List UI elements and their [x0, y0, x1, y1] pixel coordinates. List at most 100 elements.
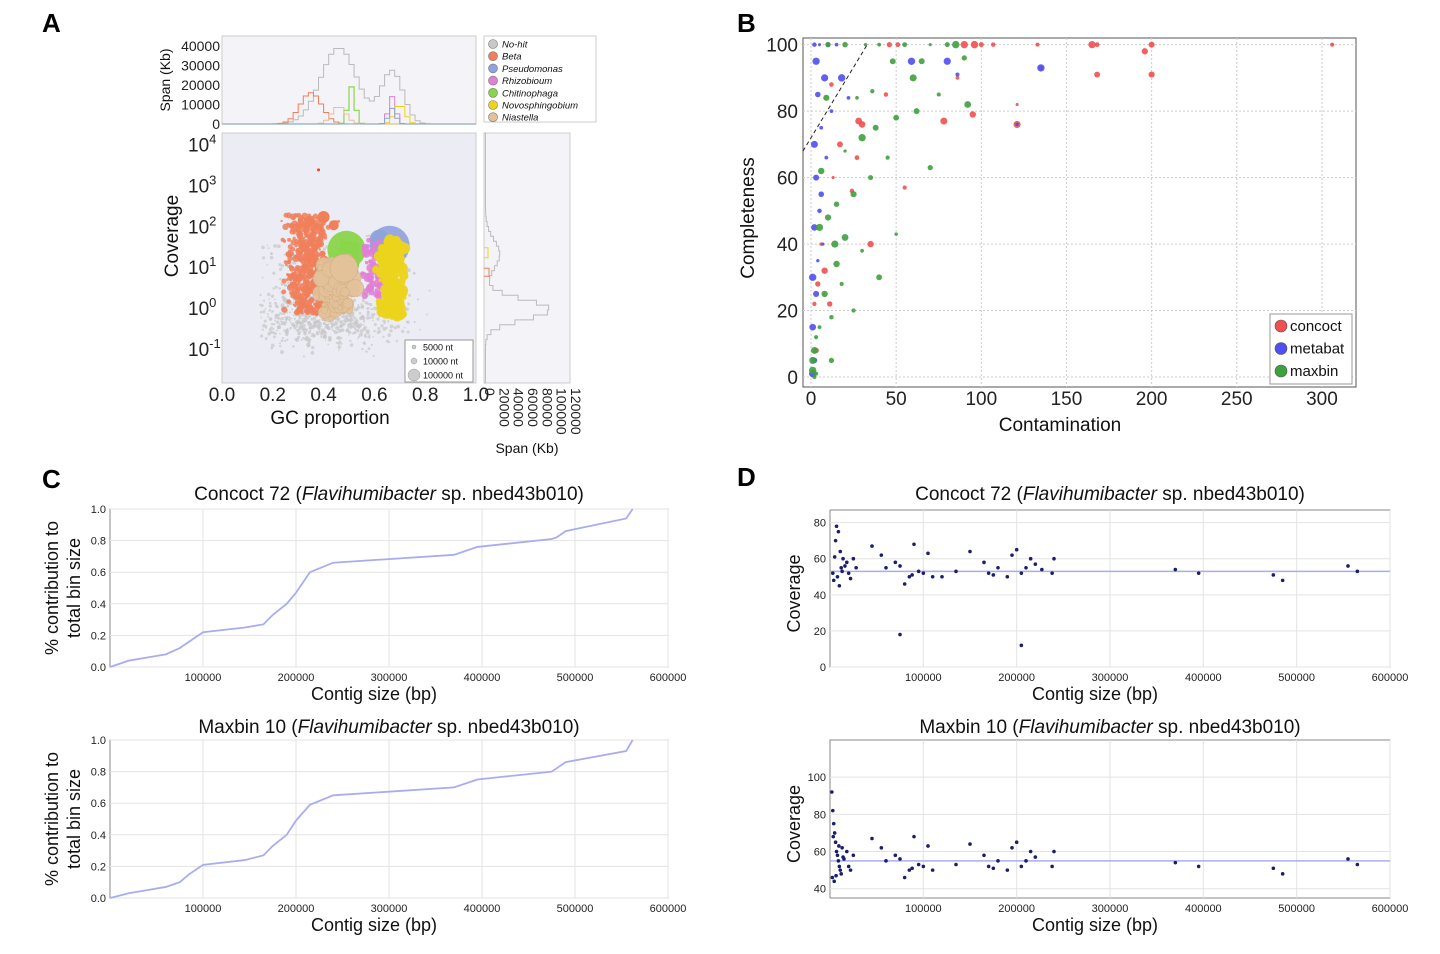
point-maxbin: [824, 214, 832, 221]
point-rhizobioum: [375, 291, 382, 298]
ylabel: Coverage: [784, 554, 804, 632]
point-beta: [317, 168, 321, 172]
point-novosphingobium: [375, 298, 382, 305]
point-metabat: [837, 74, 846, 82]
point-no-hit: [270, 294, 275, 298]
point-no-hit: [285, 330, 289, 333]
title-part: Flavihumibacter: [1019, 717, 1154, 738]
point-beta: [297, 305, 301, 309]
point-no-hit: [296, 335, 301, 339]
point-maxbin: [944, 42, 950, 48]
point-no-hit: [269, 318, 272, 321]
contig-point: [870, 836, 874, 841]
point-no-hit: [370, 313, 374, 317]
point-niastella: [340, 287, 350, 297]
point-no-hit: [395, 340, 398, 343]
point-maxbin: [863, 43, 868, 47]
contig-point: [836, 859, 841, 863]
contig-point: [1050, 571, 1054, 575]
point-metabat: [1015, 122, 1019, 127]
contig-point: [1028, 849, 1033, 854]
contig-point: [843, 564, 847, 568]
plot-frame-b: [802, 37, 1357, 388]
point-no-hit: [352, 323, 355, 326]
point-no-hit: [272, 271, 276, 275]
point-metabat: [818, 191, 825, 198]
title-part: Maxbin 10 (: [198, 717, 298, 738]
grid-b: [803, 38, 1356, 387]
point-rhizobioum: [365, 285, 373, 293]
top-hist-y-tick: 40000: [181, 38, 220, 54]
point-beta: [306, 222, 309, 225]
point-maxbin: [868, 175, 874, 181]
point-no-hit: [283, 253, 286, 256]
point-novosphingobium: [387, 313, 391, 317]
contig-point: [907, 574, 912, 579]
point-rhizobioum: [364, 260, 369, 265]
point-beta: [283, 212, 289, 218]
point-no-hit: [298, 316, 302, 320]
point-no-hit: [260, 334, 264, 338]
point-no-hit: [349, 318, 353, 322]
point-no-hit: [286, 305, 289, 308]
point-no-hit: [370, 343, 373, 346]
point-novosphingobium: [383, 237, 393, 247]
point-no-hit: [302, 355, 306, 358]
point-no-hit: [366, 302, 370, 306]
contig-point: [848, 868, 853, 872]
contig-point: [832, 879, 836, 884]
title-part: Concoct 72 (: [194, 484, 302, 505]
contig-point: [1019, 643, 1024, 648]
contig-point: [1280, 578, 1285, 583]
point-no-hit: [358, 332, 363, 337]
point-no-hit: [312, 335, 315, 338]
point-beta: [280, 237, 285, 242]
point-no-hit: [295, 340, 298, 342]
point-maxbin: [831, 240, 839, 248]
point-beta: [307, 238, 311, 243]
point-no-hit: [281, 337, 285, 340]
contig-point: [834, 524, 839, 529]
side-hist-x-tick: 80000: [539, 388, 555, 427]
point-no-hit: [268, 298, 271, 300]
contig-point: [1005, 574, 1010, 579]
point-beta: [296, 230, 304, 238]
point-beta: [294, 304, 297, 308]
point-no-hit: [340, 328, 343, 331]
legend-label: Niastella: [502, 113, 538, 124]
point-no-hit: [331, 320, 334, 323]
point-beta: [286, 299, 291, 304]
point-beta: [298, 245, 303, 250]
hist-no-hit: [484, 132, 550, 384]
point-beta: [303, 217, 307, 221]
point-no-hit: [366, 329, 370, 333]
point-beta: [287, 237, 292, 242]
point-no-hit: [367, 234, 371, 237]
point-concoct: [1330, 42, 1335, 47]
y-tick: 0.6: [91, 567, 106, 579]
tick-base: 10: [188, 217, 209, 238]
point-concoct: [883, 92, 889, 97]
point-no-hit: [298, 326, 303, 331]
contig-point: [930, 868, 935, 872]
x-tick: 100000: [185, 903, 222, 915]
point-beta: [302, 306, 305, 309]
point-concoct: [960, 40, 968, 49]
contig-point: [1014, 547, 1019, 552]
point-no-hit: [301, 318, 306, 322]
point-concoct: [970, 40, 979, 49]
point-no-hit: [264, 326, 268, 329]
contig-point: [870, 544, 874, 548]
point-no-hit: [304, 328, 308, 332]
point-no-hit: [293, 317, 296, 320]
contig-point: [910, 573, 914, 577]
y-tick: 0.6: [91, 798, 106, 810]
point-no-hit: [337, 345, 342, 350]
point-no-hit: [312, 324, 316, 328]
contig-point: [982, 560, 986, 565]
y-tick: 0.4: [91, 599, 106, 611]
legend-label: Pseudomonas: [502, 64, 563, 75]
point-novosphingobium: [384, 307, 393, 315]
cumulative-line: [109, 739, 634, 899]
